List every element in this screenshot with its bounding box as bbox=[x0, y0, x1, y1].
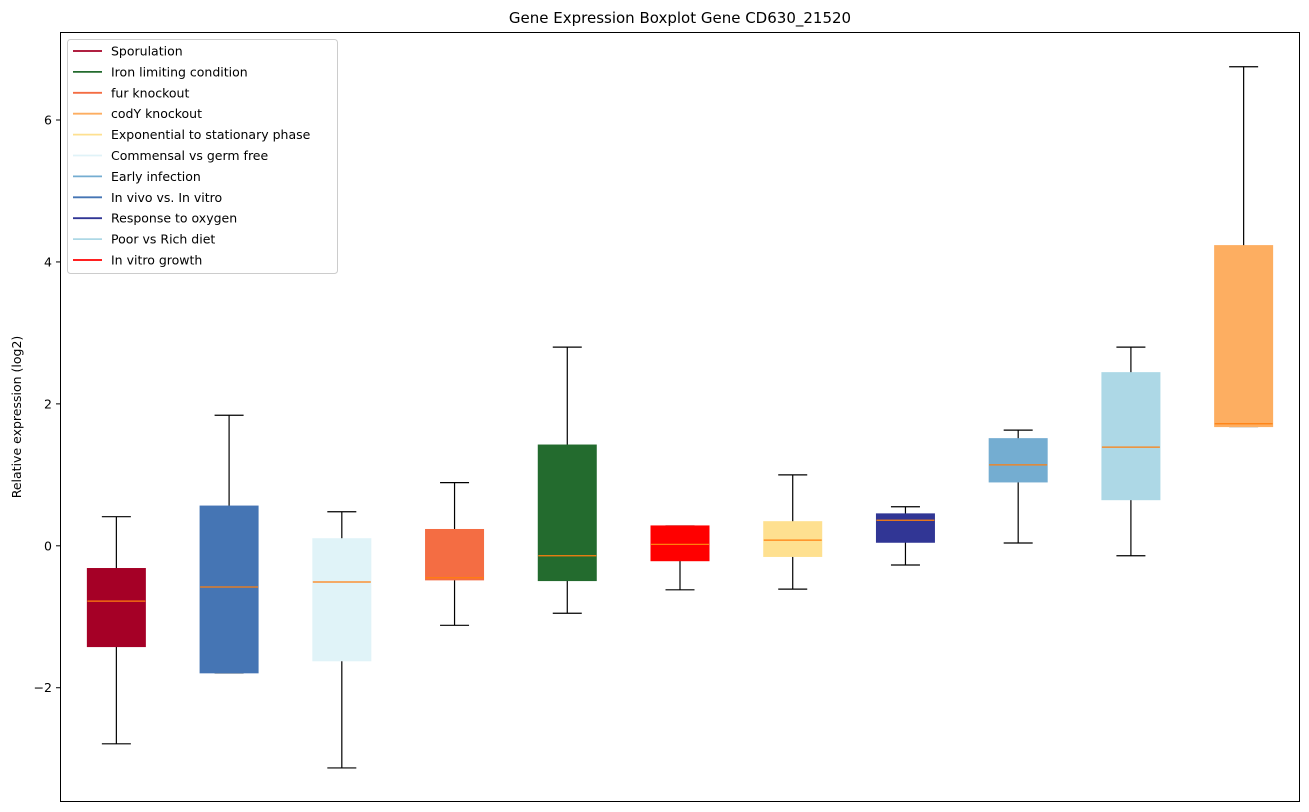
boxes-group bbox=[86, 66, 1274, 769]
y-tick-label: 0 bbox=[44, 538, 52, 553]
legend-label: fur knockout bbox=[111, 85, 189, 100]
y-axis-label: Relative expression (log2) bbox=[9, 336, 24, 499]
box-iqr bbox=[875, 513, 935, 543]
box-iqr bbox=[650, 525, 710, 562]
box-exponential-to-stationary-phase bbox=[763, 474, 823, 590]
legend-label: codY knockout bbox=[111, 106, 202, 121]
y-tick-label: 4 bbox=[44, 254, 52, 269]
box-iqr bbox=[86, 568, 146, 648]
box-iqr bbox=[1101, 372, 1161, 501]
legend-label: In vitro growth bbox=[111, 253, 202, 268]
y-tick-label: 6 bbox=[44, 113, 52, 128]
legend-label: Response to oxygen bbox=[111, 211, 237, 226]
box-early-infection bbox=[988, 429, 1048, 544]
y-tick-label: −2 bbox=[34, 680, 52, 695]
chart-title: Gene Expression Boxplot Gene CD630_21520 bbox=[509, 9, 851, 28]
legend-label: Commensal vs germ free bbox=[111, 148, 268, 163]
legend: Sporulation Iron limiting condition fur kn… bbox=[67, 39, 338, 274]
box-commensal-vs-germ-free bbox=[312, 511, 372, 769]
y-tick-label: 2 bbox=[44, 396, 52, 411]
box-iqr bbox=[312, 538, 372, 662]
box-in-vitro-growth bbox=[650, 525, 710, 591]
legend-box bbox=[67, 39, 338, 274]
plot-frame bbox=[60, 32, 1300, 802]
legend-label: Iron limiting condition bbox=[111, 64, 248, 79]
box-response-to-oxygen bbox=[875, 506, 935, 566]
box-in-vivo-vs-in-vitro bbox=[199, 414, 259, 674]
box-iron-limiting-condition bbox=[537, 346, 597, 614]
box-cody-knockout bbox=[1214, 66, 1274, 428]
box-iqr bbox=[425, 528, 485, 581]
legend-label: Poor vs Rich diet bbox=[111, 232, 215, 247]
legend-label: Early infection bbox=[111, 169, 201, 184]
box-iqr bbox=[988, 438, 1048, 483]
box-iqr bbox=[199, 505, 259, 674]
legend-label: Exponential to stationary phase bbox=[111, 127, 311, 142]
box-sporulation bbox=[86, 516, 146, 745]
box-iqr bbox=[1214, 245, 1274, 428]
box-iqr bbox=[763, 521, 823, 557]
legend-label: In vivo vs. In vitro bbox=[111, 190, 222, 205]
box-poor-vs-rich-diet bbox=[1101, 346, 1161, 557]
box-iqr bbox=[537, 444, 597, 582]
legend-label: Sporulation bbox=[111, 44, 183, 59]
y-axis: −2 0 2 4 6 bbox=[34, 113, 60, 695]
box-fur-knockout bbox=[425, 482, 485, 626]
